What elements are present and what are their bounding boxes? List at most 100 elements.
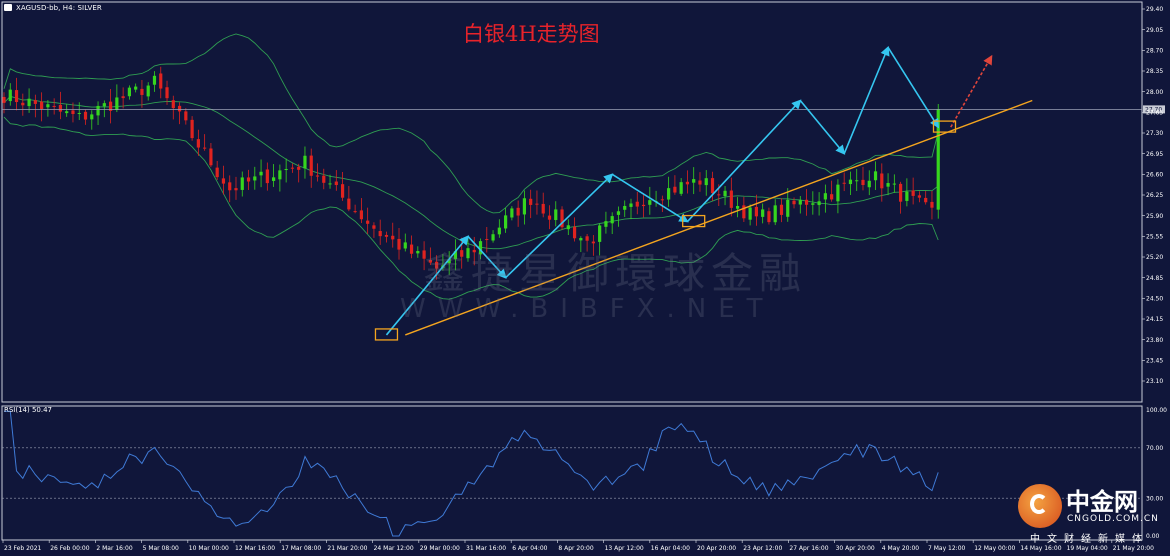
- candle-body: [566, 225, 570, 230]
- brand-logo-icon: [1018, 484, 1062, 528]
- wave-arrow: [843, 45, 890, 154]
- candle-body: [253, 176, 257, 181]
- wave-arrow: [799, 100, 846, 155]
- candle-body: [779, 204, 784, 215]
- candle-body: [516, 207, 520, 216]
- bollinger-lower-band: [3, 116, 939, 300]
- candle-body: [704, 178, 708, 186]
- candle-body: [177, 105, 182, 112]
- candle-body: [353, 211, 357, 213]
- candle-body: [8, 89, 12, 102]
- candle-body: [754, 206, 758, 217]
- time-axis-label: 24 Mar 12:00: [374, 545, 414, 552]
- candle-body: [823, 193, 827, 200]
- time-axis-label: 8 Apr 20:00: [558, 545, 593, 552]
- candle-body: [309, 155, 313, 176]
- candle-body: [873, 171, 878, 181]
- time-axis-label: 26 Feb 00:00: [50, 545, 90, 552]
- candle-body: [522, 198, 527, 215]
- candle-body: [798, 200, 802, 205]
- candle-body: [372, 225, 376, 229]
- candle-body: [830, 194, 834, 200]
- candle-body: [591, 241, 595, 244]
- time-axis-label: 4 May 20:00: [882, 545, 920, 552]
- candle-body: [303, 155, 307, 169]
- candle-body: [466, 248, 470, 259]
- price-axis-label: 28.00: [1146, 89, 1163, 96]
- candle-body: [403, 242, 407, 249]
- candle-body: [265, 169, 269, 184]
- price-axis-label: 23.80: [1146, 337, 1163, 344]
- rsi-panel-frame: [1, 405, 1143, 541]
- time-axis-label: 14 May 16:00: [1020, 545, 1061, 552]
- time-axis-label: 17 Mar 08:00: [281, 545, 321, 552]
- candle-body: [284, 169, 288, 171]
- wave-arrow: [467, 235, 507, 279]
- time-axis-label: 6 Apr 04:00: [512, 545, 547, 552]
- candle-body: [648, 200, 652, 205]
- candle-body: [761, 209, 765, 217]
- time-axis-label: 23 Apr 12:00: [743, 545, 782, 552]
- candle-body: [717, 194, 721, 196]
- price-axis-label: 26.60: [1146, 172, 1163, 179]
- time-axis-label: 2 Mar 16:00: [96, 545, 132, 552]
- candle-body: [610, 216, 614, 224]
- candle-body: [347, 198, 351, 210]
- brand-name: 中金网: [1066, 488, 1138, 516]
- price-axis-label: 25.90: [1146, 213, 1163, 220]
- wave-arrow: [505, 173, 614, 279]
- candle-body: [892, 183, 896, 185]
- candle-body: [786, 199, 790, 217]
- candle-body: [228, 182, 232, 191]
- candle-body: [46, 104, 50, 108]
- candle-body: [667, 188, 671, 200]
- rsi-label: RSI(14) 50.47: [4, 406, 53, 414]
- price-axis-label: 29.05: [1146, 27, 1163, 34]
- candle-body: [140, 88, 144, 95]
- current-price-tag: [1143, 105, 1165, 114]
- candle-body: [855, 180, 859, 182]
- candle-body: [184, 111, 188, 121]
- candle-body: [899, 183, 903, 202]
- candle-body: [359, 210, 363, 220]
- time-axis-label: 5 Mar 08:00: [143, 545, 179, 552]
- candle-body: [554, 209, 558, 221]
- candles-group: [2, 66, 940, 280]
- candle-body: [115, 97, 119, 110]
- candle-body: [842, 182, 846, 184]
- candle-body: [121, 96, 125, 99]
- candle-body: [911, 190, 915, 196]
- brand-slogan: 中文财经新媒体: [1030, 534, 1149, 545]
- candle-body: [623, 205, 627, 210]
- candle-body: [52, 105, 56, 107]
- candle-body: [340, 184, 345, 198]
- time-axis-label: 12 Mar 16:00: [235, 545, 275, 552]
- candle-body: [203, 147, 207, 149]
- bollinger-middle-band: [3, 95, 939, 250]
- candle-body: [460, 250, 464, 257]
- candle-body: [108, 101, 113, 111]
- candle-body: [679, 182, 683, 194]
- time-axis-label: 30 Apr 20:00: [836, 545, 875, 552]
- wave-arrow: [887, 46, 940, 129]
- candle-body: [792, 200, 796, 205]
- candle-body: [767, 211, 771, 223]
- candle-body: [190, 119, 194, 139]
- candle-body: [692, 179, 696, 183]
- brand-logo: 中金网 CNGOLD.COM.CN 中文财经新媒体: [1018, 484, 1168, 554]
- candle-body: [735, 206, 740, 209]
- candle-body: [817, 201, 821, 206]
- candle-body: [936, 109, 940, 210]
- time-axis-label: 13 Apr 12:00: [605, 545, 644, 552]
- candle-body: [848, 179, 853, 185]
- price-panel-frame: [1, 1, 1143, 403]
- candle-body: [58, 104, 63, 112]
- rsi-line: [4, 410, 939, 537]
- price-axis-label: 27.65: [1146, 110, 1163, 117]
- candle-body: [322, 175, 326, 183]
- symbol-icon: [4, 4, 12, 11]
- candle-body: [90, 114, 94, 120]
- candle-body: [447, 258, 451, 264]
- candle-body: [504, 215, 508, 229]
- price-axis-label: 29.40: [1146, 6, 1163, 13]
